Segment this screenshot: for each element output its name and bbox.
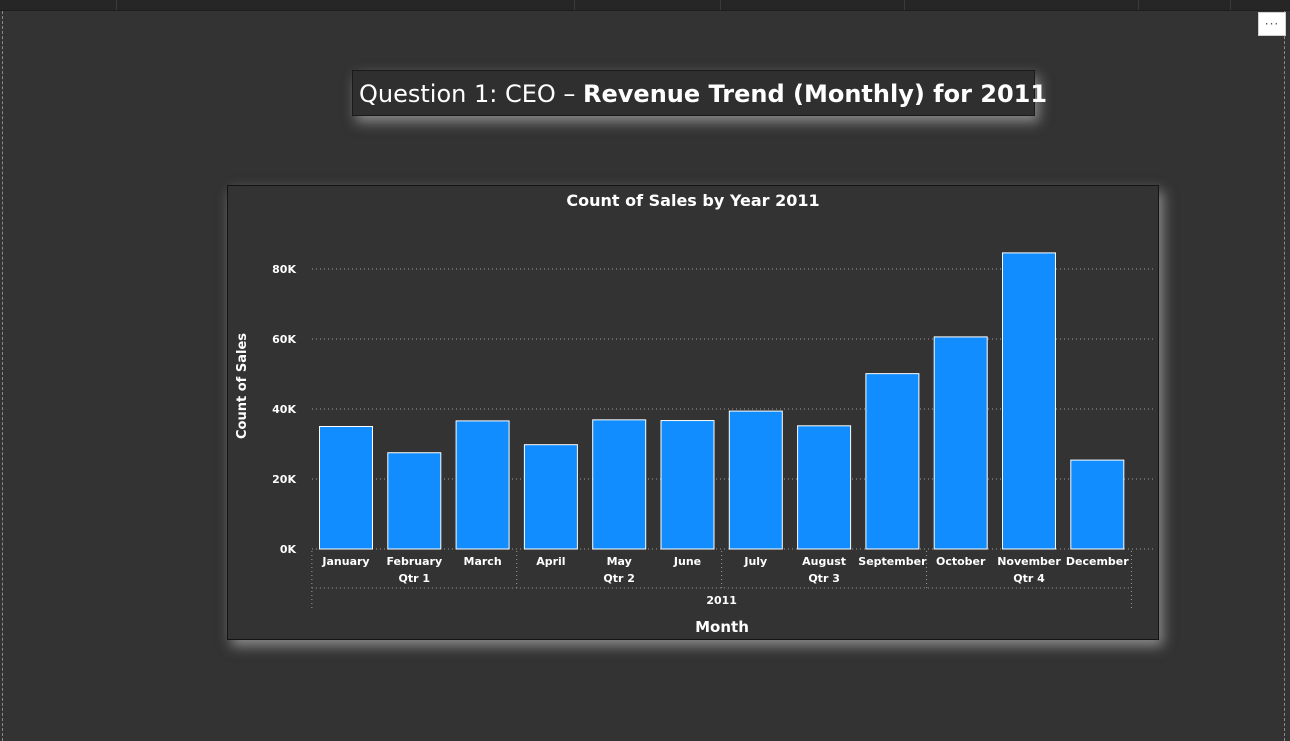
top-toolbar: [0, 0, 1290, 11]
x-tick-label: January: [321, 555, 369, 568]
toolbar-divider: [904, 0, 905, 10]
toolbar-divider: [1230, 0, 1231, 10]
x-tick-label: September: [858, 555, 927, 568]
x-tick-label: November: [997, 555, 1061, 568]
chart-title: Count of Sales by Year 2011: [566, 191, 819, 210]
x-axis-label: Month: [695, 618, 749, 636]
x-tick-label: March: [464, 555, 502, 568]
toolbar-divider: [574, 0, 575, 10]
bar: [387, 452, 442, 550]
more-options-button[interactable]: ···: [1258, 12, 1286, 36]
y-tick-label: 80K: [272, 263, 296, 276]
x-tick-label: February: [386, 555, 442, 568]
bar: [728, 410, 783, 550]
x-axis: January February March April May June July Augu…: [311, 551, 1132, 611]
ellipsis-icon: ···: [1264, 17, 1280, 31]
bar: [933, 336, 988, 550]
x-tick-label: May: [607, 555, 632, 568]
x-tick-label: August: [802, 555, 846, 568]
bar: [660, 420, 715, 550]
bar-chart-svg: Count of Sales by Year 2011 Count of Sal…: [235, 191, 1153, 636]
bar: [865, 373, 920, 550]
bar: [523, 444, 578, 550]
year-label: 2011: [706, 594, 737, 607]
page-title-main: Revenue Trend (Monthly) for 2011: [583, 80, 1048, 108]
toolbar-divider: [720, 0, 721, 10]
bar-chart-visual[interactable]: Count of Sales by Year 2011 Count of Sal…: [227, 185, 1159, 640]
x-tick-label: April: [536, 555, 565, 568]
toolbar-divider: [116, 0, 117, 10]
bar: [797, 425, 852, 550]
y-tick-label: 20K: [272, 473, 296, 486]
bar: [592, 419, 647, 550]
x-tick-label: July: [743, 555, 767, 568]
page-title: Question 1: CEO – Revenue Trend (Monthly…: [352, 70, 1047, 116]
bar: [455, 420, 510, 550]
quarter-label: Qtr 3: [808, 572, 840, 585]
x-tick-label: June: [673, 555, 701, 568]
quarter-label: Qtr 1: [399, 572, 431, 585]
page-title-prefix: Question 1: CEO –: [359, 80, 584, 108]
bar: [1070, 459, 1125, 550]
y-axis-label: Count of Sales: [235, 333, 250, 439]
quarter-label: Qtr 4: [1013, 572, 1045, 585]
bar: [319, 426, 373, 550]
y-tick-label: 0K: [280, 543, 297, 556]
toolbar-divider: [1138, 0, 1139, 10]
x-tick-label: October: [936, 555, 986, 568]
y-tick-label: 60K: [272, 333, 296, 346]
bars: [319, 252, 1125, 550]
bar: [1002, 252, 1056, 550]
y-tick-label: 40K: [272, 403, 296, 416]
x-tick-label: December: [1066, 555, 1129, 568]
quarter-label: Qtr 2: [603, 572, 635, 585]
